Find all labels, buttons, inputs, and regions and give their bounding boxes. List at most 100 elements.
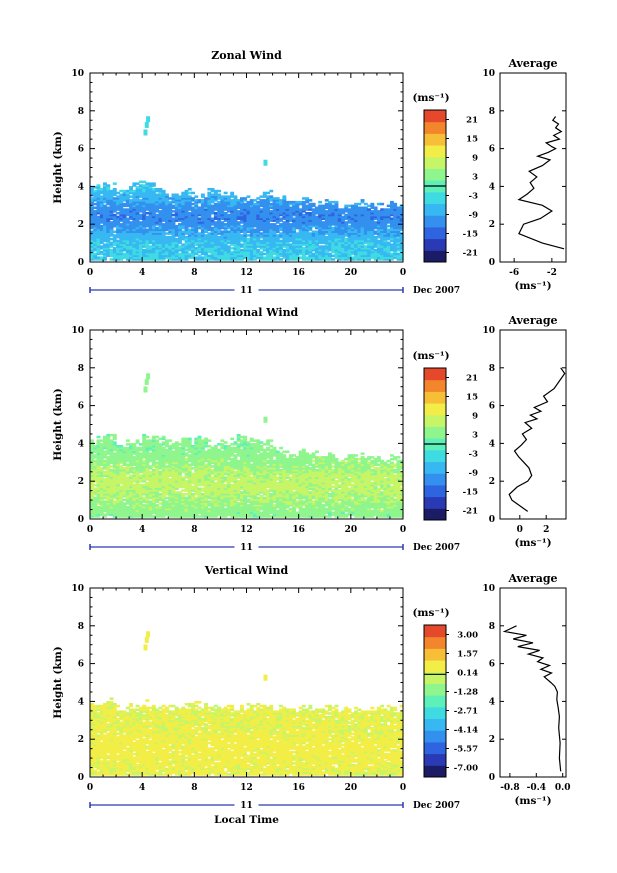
profile-y-tick-label: 6	[489, 660, 495, 670]
colorbar-tick-label: 3	[472, 173, 478, 183]
profile-x-tick-label: 2	[543, 525, 549, 535]
profile-y-tick-label: 8	[489, 364, 495, 374]
colorbar-tick-label: -2.71	[454, 707, 478, 717]
colorbar-swatch	[424, 473, 446, 486]
x-tick-label: 12	[240, 783, 253, 793]
colorbar-swatch	[424, 730, 446, 743]
colorbar-tick-label: -9	[469, 211, 479, 221]
colorbar-swatch	[424, 695, 446, 708]
y-tick-label: 2	[78, 735, 84, 745]
colorbar-tick-label: -3	[469, 450, 479, 460]
y-tick-label: 8	[78, 622, 84, 632]
profile-y-tick-label: 0	[489, 515, 495, 525]
colorbar-unit: (ms⁻¹)	[412, 350, 449, 362]
colorbar-swatch	[424, 156, 446, 169]
colorbar-swatch	[424, 753, 446, 766]
x-tick-label: 16	[292, 268, 305, 278]
date-month-label: Dec 2007	[413, 286, 460, 296]
colorbar-tick-label: -7.00	[454, 764, 478, 774]
profile-x-unit: (ms⁻¹)	[514, 795, 551, 807]
heatmap-cells	[90, 631, 404, 776]
profile-y-tick-label: 2	[489, 220, 495, 230]
colorbar-swatch	[424, 706, 446, 720]
profile-title: Average	[507, 57, 557, 70]
x-tick-label: 0	[400, 525, 406, 535]
colorbar-swatch	[424, 379, 446, 392]
profile-line	[517, 116, 565, 250]
date-month-label: Dec 2007	[413, 543, 460, 553]
profile-frame	[499, 587, 567, 778]
colorbar-tick-label: 15	[466, 135, 478, 145]
colorbar-swatch	[424, 203, 446, 216]
colorbar-swatch	[424, 215, 446, 228]
colorbar-tick-label: 21	[466, 116, 478, 126]
colorbar-tick-label: 1.57	[457, 650, 478, 660]
x-tick-label: 20	[345, 268, 358, 278]
profile-x-unit: (ms⁻¹)	[514, 537, 551, 549]
colorbar-tick-label: 0.14	[457, 669, 478, 679]
colorbar-swatch	[424, 403, 446, 416]
colorbar-swatch	[424, 461, 446, 474]
profile-frame	[499, 329, 567, 520]
y-axis-label: Height (km)	[52, 388, 64, 460]
x-tick-label: 20	[345, 783, 358, 793]
date-month-label: Dec 2007	[413, 801, 460, 811]
profile-y-tick-label: 2	[489, 477, 495, 487]
colorbar: (ms⁻¹) 21 15 9 3 -3 -9 -15 -21	[412, 92, 478, 263]
x-tick-label: 0	[400, 268, 406, 278]
colorbar-swatch	[424, 368, 446, 381]
colorbar-tick-label: 15	[466, 393, 478, 403]
x-axis-label: Local Time	[214, 814, 279, 826]
colorbar-swatch	[424, 191, 446, 205]
colorbar-swatch	[424, 449, 446, 463]
x-tick-label: 4	[139, 783, 145, 793]
x-tick-label: 12	[240, 268, 253, 278]
profile-x-unit: (ms⁻¹)	[514, 280, 551, 292]
colorbar-tick-label: -21	[463, 507, 478, 517]
colorbar-tick-label: -21	[463, 249, 478, 259]
profile-x-tick-label: 0.0	[555, 783, 571, 793]
profile-x-tick-label: -2	[547, 268, 557, 278]
colorbar-tick-label: -15	[463, 230, 478, 240]
x-tick-label: 8	[191, 525, 197, 535]
colorbar-tick-label: -4.14	[454, 726, 478, 736]
colorbar-tick-label: -9	[469, 469, 479, 479]
profile-y-tick-label: 4	[489, 697, 495, 707]
y-tick-label: 0	[78, 258, 84, 268]
y-tick-label: 2	[78, 220, 84, 230]
colorbar-tick-label: -15	[463, 488, 478, 498]
x-tick-label: 0	[87, 783, 93, 793]
date-day-label: 11	[240, 543, 253, 553]
colorbar-swatch	[424, 508, 446, 521]
colorbar-frame	[423, 624, 447, 778]
profile-x-tick-label: -0.8	[500, 783, 519, 793]
y-tick-label: 4	[78, 697, 84, 707]
colorbar-swatch	[424, 426, 446, 439]
y-tick-label: 6	[78, 145, 84, 155]
date-day-bg	[234, 284, 259, 295]
profile-frame	[499, 72, 567, 263]
profile-line	[508, 367, 566, 512]
colorbar-swatch	[424, 683, 446, 696]
colorbar-tick-label: 9	[472, 154, 478, 164]
colorbar-swatch	[424, 391, 446, 404]
x-tick-label: 4	[139, 268, 145, 278]
colorbar: (ms⁻¹) 3.00 1.57 0.14 -1.28 -2.71 -4.14 -5.57 -7…	[412, 607, 478, 778]
y-tick-label: 8	[78, 364, 84, 374]
colorbar-swatch	[424, 414, 446, 427]
colorbar-tick-label: -5.57	[454, 745, 478, 755]
colorbar-swatch	[424, 671, 446, 684]
y-tick-label: 10	[71, 326, 84, 336]
colorbar-tick-label: 9	[472, 412, 478, 422]
colorbar-swatch	[424, 145, 446, 158]
profile-x-tick-label: -0.4	[527, 783, 546, 793]
y-axis-label: Height (km)	[52, 131, 64, 203]
y-tick-label: 0	[78, 773, 84, 783]
chart-title: Meridional Wind	[195, 306, 299, 319]
x-tick-label: 0	[400, 783, 406, 793]
x-tick-label: 0	[87, 268, 93, 278]
colorbar-tick-label: 3	[472, 431, 478, 441]
